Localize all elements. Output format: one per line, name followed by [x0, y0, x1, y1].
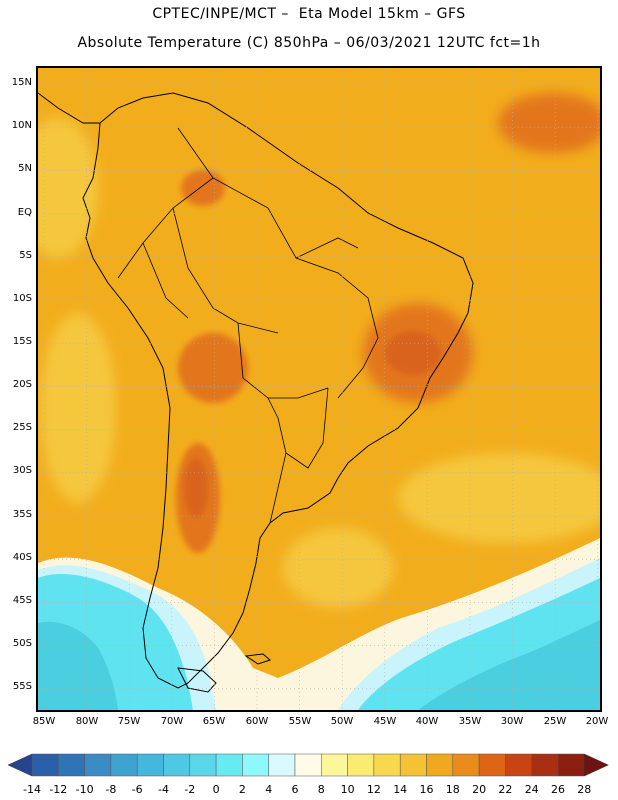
colorbar-tick-label: 22 [498, 783, 513, 796]
colorbar-swatch [347, 753, 375, 777]
lat-label: 25S [12, 422, 32, 433]
lat-label: 10S [12, 293, 32, 304]
lon-label: 35W [458, 716, 482, 727]
mild-patch-atlantic-south [398, 453, 600, 543]
lat-label: EQ [17, 207, 32, 218]
colorbar-swatch [215, 753, 243, 777]
colorbar-swatch [136, 753, 164, 777]
colorbar-swatch [189, 753, 217, 777]
colorbar-tick-label: 0 [212, 783, 220, 796]
colorbar-swatch [505, 753, 532, 777]
lon-label: 50W [330, 716, 354, 727]
colorbar-tick-label: 16 [419, 783, 434, 796]
lon-label: 70W [160, 716, 184, 727]
lat-label: 35S [12, 509, 32, 520]
lon-label: 40W [415, 716, 439, 727]
lon-label: 55W [288, 716, 312, 727]
colorbar-tick-label: 8 [317, 783, 325, 796]
colorbar-tick-label: 12 [366, 783, 381, 796]
colorbar-tick-label: -14 [23, 783, 41, 796]
colorbar-tick-label: 28 [577, 783, 592, 796]
lat-label: 30S [12, 465, 32, 476]
colorbar-swatch [84, 753, 112, 777]
lon-label: 60W [245, 716, 269, 727]
cold-zone-deep-east [418, 620, 600, 710]
colorbar-tick-label: -2 [184, 783, 196, 796]
very-hot-zone-cuyo [184, 458, 208, 518]
very-hot-zone-bahia [385, 331, 441, 375]
lon-label: 75W [117, 716, 141, 727]
central-america-coast [38, 92, 100, 124]
temperature-map [36, 66, 602, 712]
colorbar-arrow-low [7, 753, 33, 777]
continent-outline [82, 92, 474, 689]
lon-label: 20W [585, 716, 609, 727]
colorbar-swatch [426, 753, 454, 777]
colorbar-arrow-high [584, 753, 609, 777]
lat-label: 40S [12, 552, 32, 563]
colorbar-tick-label: -12 [49, 783, 68, 796]
colorbar-swatch [478, 753, 506, 777]
colorbar-tick-label: 14 [393, 783, 408, 796]
lat-label: 15N [11, 77, 32, 88]
lon-label: 30W [500, 716, 524, 727]
colorbar-swatch [58, 753, 85, 777]
mild-patch-pacific [40, 313, 116, 503]
colorbar-tick-label: 26 [551, 783, 565, 796]
colorbar-swatch [163, 753, 191, 777]
colorbar [7, 753, 609, 777]
colorbar-tick-label: 24 [524, 783, 539, 796]
lon-label: 25W [543, 716, 567, 727]
colorbar-swatch [557, 753, 585, 777]
lat-label: 5S [19, 250, 32, 261]
colorbar-tick-label: 4 [265, 783, 273, 796]
colorbar-swatch [31, 753, 59, 777]
colorbar-swatch [294, 753, 322, 777]
colorbar-swatch [321, 753, 348, 777]
colorbar-swatch [373, 753, 401, 777]
lat-label: 45S [12, 595, 32, 606]
colorbar-tick-label: 2 [238, 783, 246, 796]
hot-zone-atlantic-north [498, 93, 600, 153]
chart-title: CPTEC/INPE/MCT – Eta Model 15km – GFS [152, 6, 466, 22]
colorbar-swatch [531, 753, 559, 777]
colorbar-tick-label: -4 [158, 783, 169, 796]
lat-label: 15S [12, 336, 32, 347]
mild-patch-pacific-north [38, 118, 98, 258]
lat-label: 20S [12, 379, 32, 390]
colorbar-tick-label: 10 [340, 783, 355, 796]
colorbar-swatch [242, 753, 269, 777]
lat-label: 5N [18, 163, 32, 174]
country-borders [117, 127, 379, 524]
colorbar-swatch [268, 753, 296, 777]
cold-zone-deep-west [38, 621, 118, 710]
colorbar-swatch [452, 753, 480, 777]
colorbar-tick-label: -8 [105, 783, 117, 796]
colorbar-swatch [399, 753, 427, 777]
lon-label: 65W [202, 716, 226, 727]
islands-malvinas [244, 653, 271, 665]
map-gridlines [38, 68, 600, 710]
colorbar-tick-label: 18 [445, 783, 460, 796]
hot-zone-amazon-west [181, 170, 225, 206]
colorbar-tick-label: -6 [131, 783, 143, 796]
colorbar-tick-label: 20 [472, 783, 487, 796]
lat-label: 10N [11, 120, 32, 131]
lon-label: 80W [75, 716, 99, 727]
island-tierra-del-fuego [177, 667, 217, 693]
map-canvas [38, 68, 600, 710]
chart-subtitle: Absolute Temperature (C) 850hPa – 06/03/… [77, 35, 541, 51]
lat-label: 55S [12, 681, 32, 692]
lon-label: 45W [373, 716, 397, 727]
lat-label: 50S [12, 638, 32, 649]
colorbar-tick-label: 6 [291, 783, 299, 796]
hot-zone-bolivia [178, 333, 248, 403]
lon-label: 85W [32, 716, 56, 727]
colorbar-tick-label: -10 [75, 783, 94, 796]
colorbar-swatch [110, 753, 138, 777]
mild-patch-plata [283, 528, 393, 608]
